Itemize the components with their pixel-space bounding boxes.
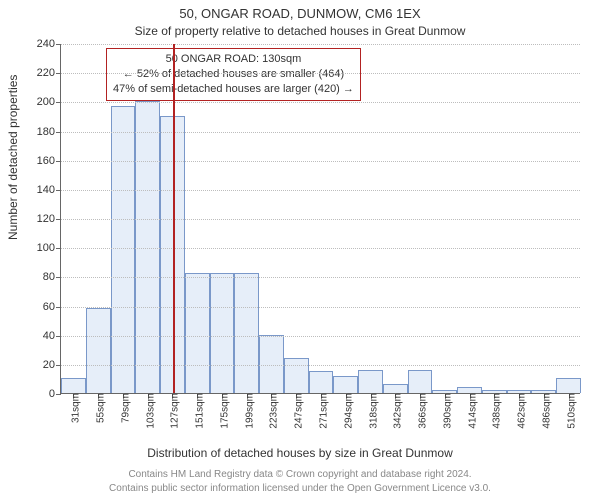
xtick-label: 271sqm xyxy=(313,393,330,429)
plot-area: 50 ONGAR ROAD: 130sqm← 52% of detached h… xyxy=(60,44,580,394)
gridline xyxy=(61,277,580,278)
ytick-label: 20 xyxy=(43,359,61,371)
xtick-label: 438sqm xyxy=(486,393,503,429)
xtick-label: 510sqm xyxy=(560,393,577,429)
xtick-label: 31sqm xyxy=(65,393,82,423)
gridline xyxy=(61,365,580,366)
y-axis-label: Number of detached properties xyxy=(6,75,20,240)
bar xyxy=(111,106,136,393)
xtick-label: 103sqm xyxy=(139,393,156,429)
ytick-label: 40 xyxy=(43,330,61,342)
bar xyxy=(383,384,408,393)
xtick-label: 318sqm xyxy=(362,393,379,429)
chart-title: 50, ONGAR ROAD, DUNMOW, CM6 1EX xyxy=(0,6,600,21)
annotation-line: 50 ONGAR ROAD: 130sqm xyxy=(113,52,354,67)
bar xyxy=(358,370,383,393)
gridline xyxy=(61,161,580,162)
bar xyxy=(86,308,111,393)
footer-license: Contains public sector information licen… xyxy=(0,483,600,494)
bar xyxy=(408,370,433,393)
bar xyxy=(556,378,581,393)
xtick-label: 127sqm xyxy=(164,393,181,429)
xtick-label: 366sqm xyxy=(412,393,429,429)
xtick-label: 462sqm xyxy=(511,393,528,429)
property-marker-line xyxy=(173,44,175,393)
gridline xyxy=(61,248,580,249)
xtick-label: 223sqm xyxy=(263,393,280,429)
bar xyxy=(61,378,86,393)
xtick-label: 55sqm xyxy=(90,393,107,423)
gridline xyxy=(61,219,580,220)
bar xyxy=(185,273,210,393)
xtick-label: 414sqm xyxy=(461,393,478,429)
xtick-label: 79sqm xyxy=(114,393,131,423)
ytick-label: 80 xyxy=(43,271,61,283)
xtick-label: 199sqm xyxy=(238,393,255,429)
gridline xyxy=(61,190,580,191)
annotation-line: ← 52% of detached houses are smaller (46… xyxy=(113,67,354,82)
xtick-label: 294sqm xyxy=(337,393,354,429)
xtick-label: 151sqm xyxy=(189,393,206,429)
annotation-line: 47% of semi-detached houses are larger (… xyxy=(113,82,354,97)
ytick-label: 140 xyxy=(37,184,61,196)
chart-container: 50, ONGAR ROAD, DUNMOW, CM6 1EX Size of … xyxy=(0,0,600,500)
bar xyxy=(210,273,235,393)
ytick-label: 0 xyxy=(49,388,61,400)
ytick-label: 120 xyxy=(37,213,61,225)
ytick-label: 60 xyxy=(43,301,61,313)
bar xyxy=(259,335,284,393)
ytick-label: 100 xyxy=(37,242,61,254)
gridline xyxy=(61,307,580,308)
xtick-label: 175sqm xyxy=(213,393,230,429)
gridline xyxy=(61,102,580,103)
bar xyxy=(234,273,259,393)
chart-subtitle: Size of property relative to detached ho… xyxy=(0,24,600,38)
bar xyxy=(309,371,334,393)
xtick-label: 486sqm xyxy=(535,393,552,429)
footer-copyright: Contains HM Land Registry data © Crown c… xyxy=(0,469,600,480)
annotation-box: 50 ONGAR ROAD: 130sqm← 52% of detached h… xyxy=(106,48,361,101)
bar xyxy=(284,358,309,393)
bar xyxy=(333,376,358,394)
gridline xyxy=(61,44,580,45)
gridline xyxy=(61,336,580,337)
xtick-label: 342sqm xyxy=(387,393,404,429)
xtick-label: 390sqm xyxy=(436,393,453,429)
ytick-label: 240 xyxy=(37,38,61,50)
ytick-label: 180 xyxy=(37,126,61,138)
gridline xyxy=(61,132,580,133)
x-axis-label: Distribution of detached houses by size … xyxy=(0,446,600,460)
gridline xyxy=(61,73,580,74)
xtick-label: 247sqm xyxy=(288,393,305,429)
ytick-label: 220 xyxy=(37,67,61,79)
ytick-label: 160 xyxy=(37,155,61,167)
ytick-label: 200 xyxy=(37,96,61,108)
